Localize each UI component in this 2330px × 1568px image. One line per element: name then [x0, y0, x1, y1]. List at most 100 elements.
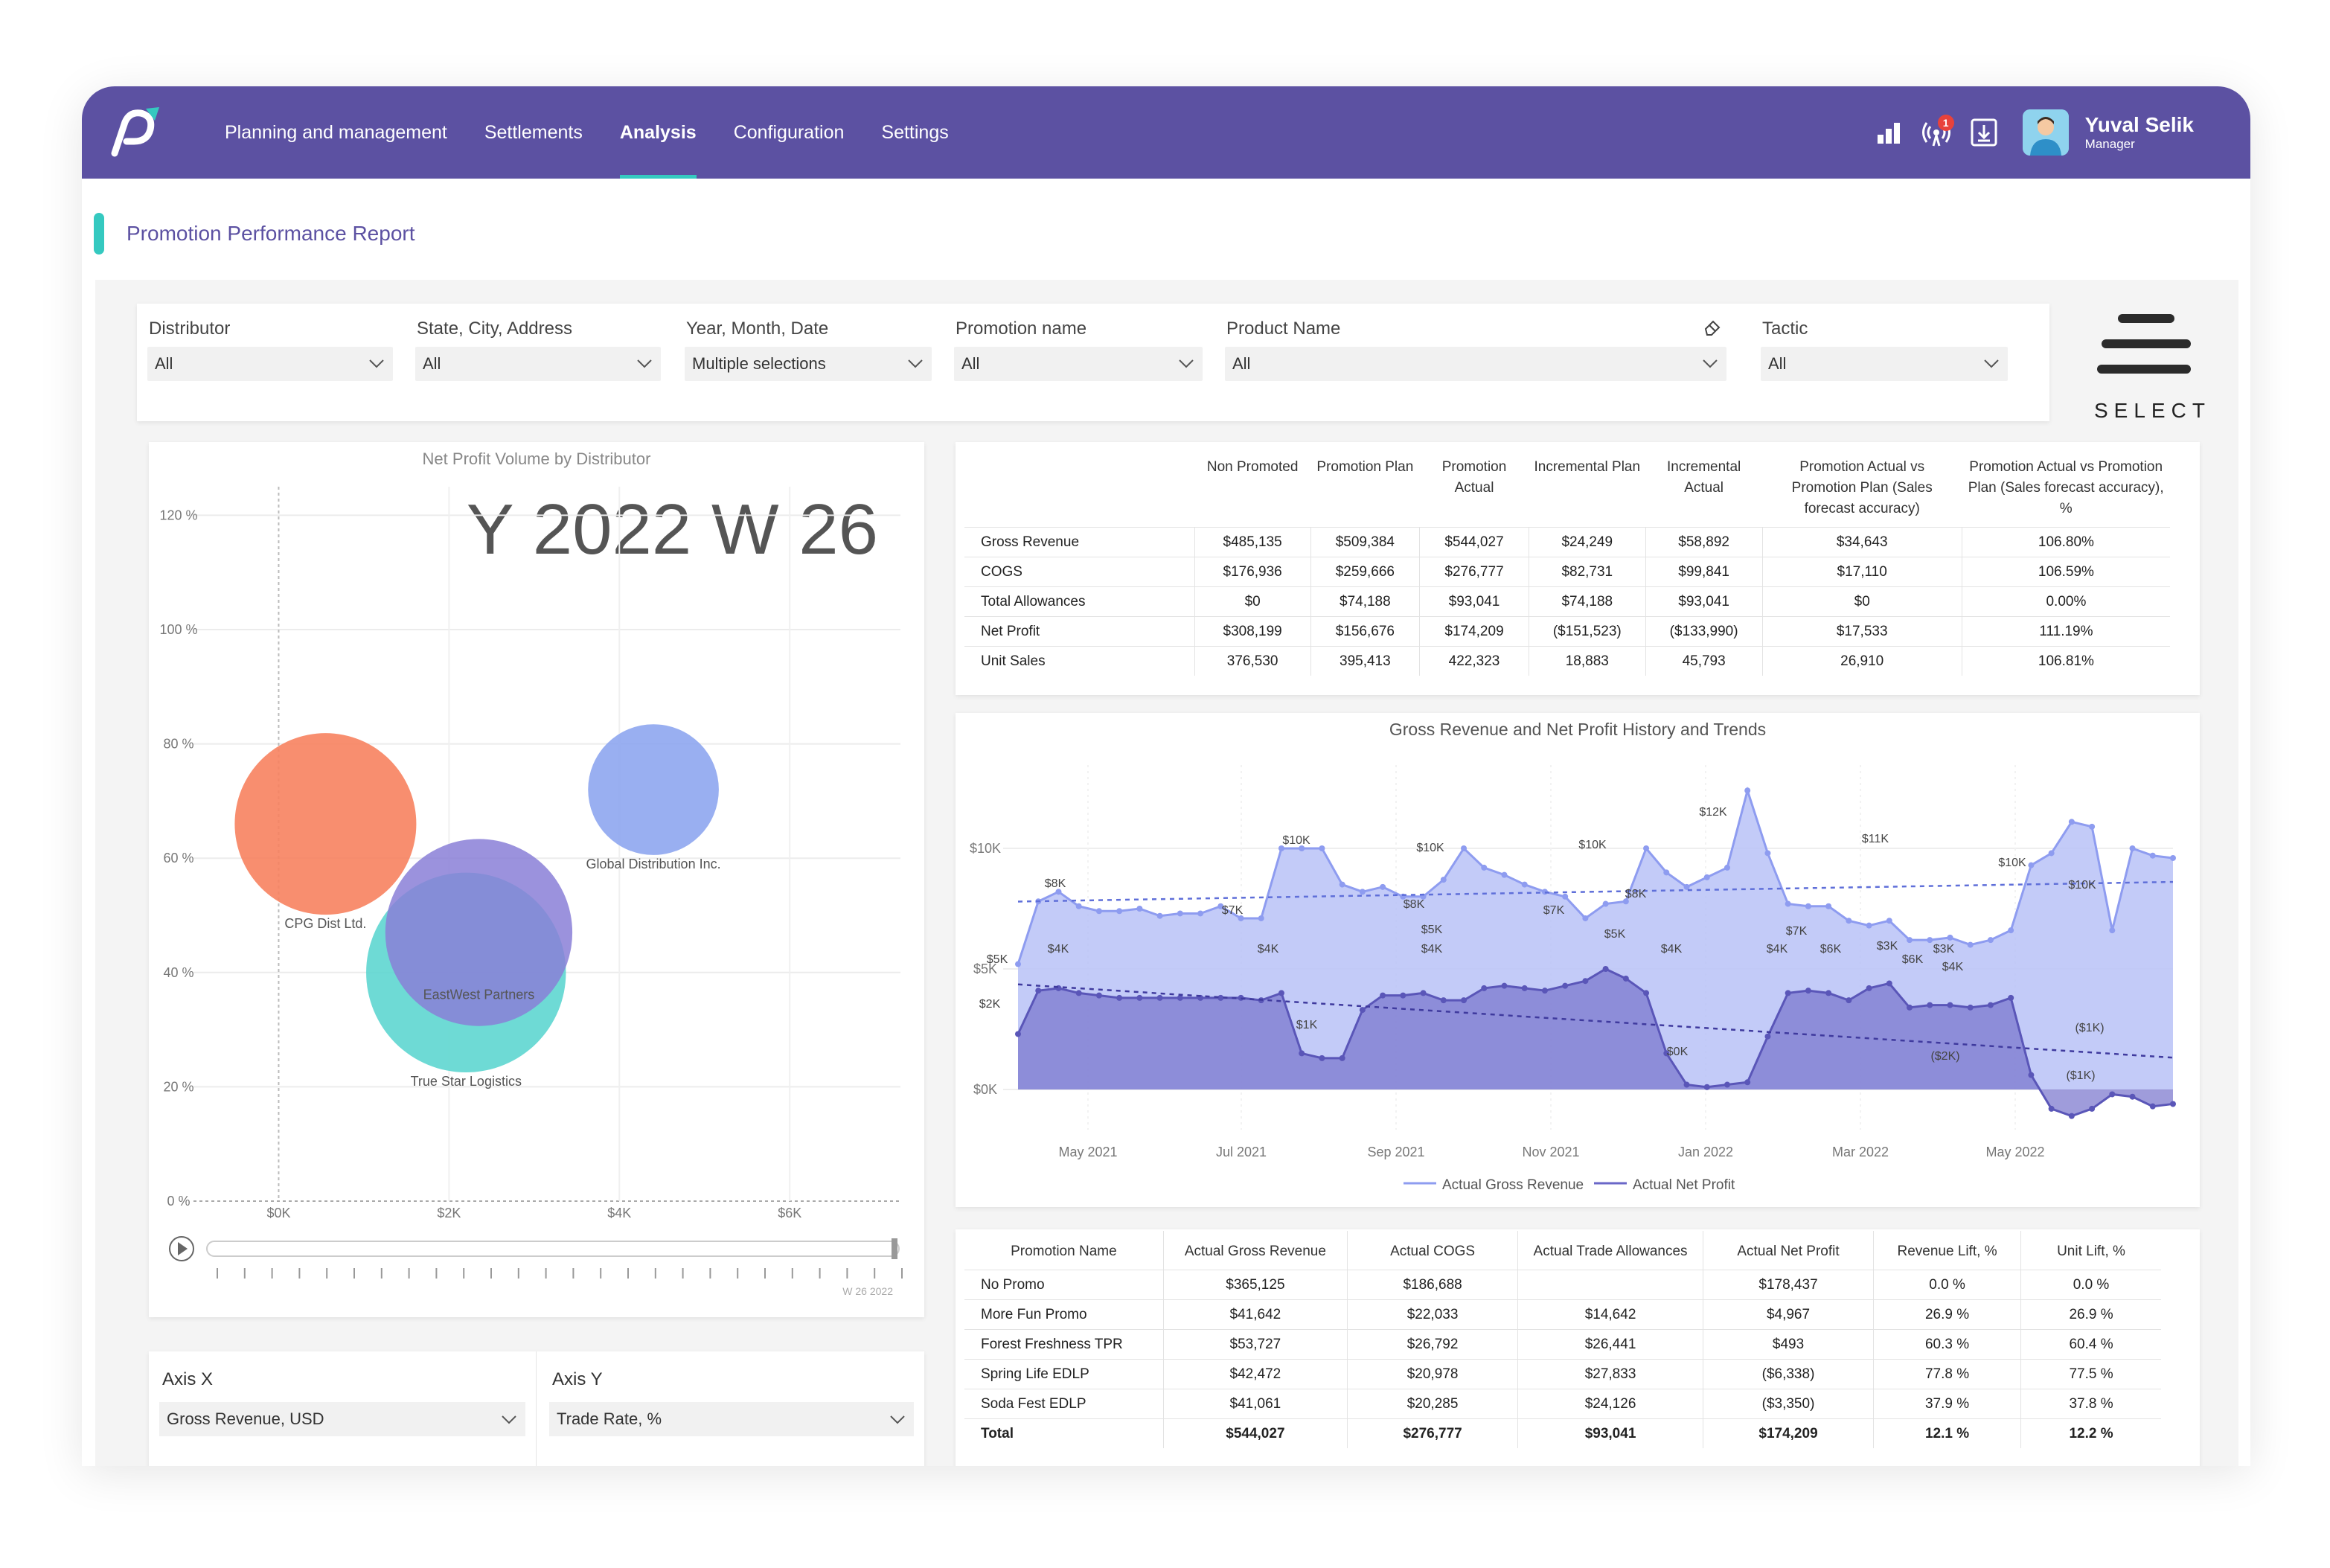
net-profit-point[interactable] — [2170, 1101, 2176, 1107]
column-header[interactable]: Promotion Name — [1011, 1244, 1117, 1259]
nav-analysis[interactable]: Analysis — [619, 86, 697, 179]
gross-revenue-point[interactable] — [1947, 934, 1953, 941]
net-profit-point[interactable] — [1927, 1002, 1933, 1008]
net-profit-point[interactable] — [1947, 1002, 1953, 1008]
table-row[interactable]: Net Profit $308,199 $156,676 $174,209 ($151,… — [964, 616, 2170, 647]
gross-revenue-point[interactable] — [1825, 903, 1832, 909]
net-profit-point[interactable] — [1602, 966, 1609, 972]
legend-gross-revenue[interactable]: Actual Gross Revenue — [1442, 1177, 1584, 1193]
net-profit-point[interactable] — [2089, 1105, 2096, 1112]
tactic-dropdown[interactable]: All — [1761, 347, 2008, 381]
nav-configuration[interactable]: Configuration — [733, 121, 845, 143]
column-header[interactable]: Promotion Actual — [1441, 459, 1507, 496]
net-profit-point[interactable] — [1866, 985, 1872, 991]
net-profit-point[interactable] — [1440, 997, 1447, 1004]
net-profit-point[interactable] — [1156, 994, 1163, 1001]
net-profit-point[interactable] — [1095, 992, 1102, 999]
gross-revenue-point[interactable] — [1380, 883, 1386, 890]
table-row[interactable]: Gross Revenue $485,135 $509,384 $544,027 $24… — [964, 527, 2170, 557]
gross-revenue-point[interactable] — [1805, 903, 1811, 909]
gross-revenue-point[interactable] — [1643, 845, 1650, 851]
gross-revenue-point[interactable] — [1095, 908, 1102, 915]
gross-revenue-point[interactable] — [1785, 900, 1791, 907]
legend-net-profit[interactable]: Actual Net Profit — [1633, 1177, 1735, 1193]
net-profit-point[interactable] — [2068, 1113, 2075, 1119]
net-profit-point[interactable] — [2048, 1105, 2055, 1112]
net-profit-point[interactable] — [1359, 1007, 1366, 1014]
net-profit-point[interactable] — [1481, 985, 1488, 991]
column-header[interactable]: Actual Net Profit — [1702, 1231, 1874, 1270]
nav-planning[interactable]: Planning and management — [225, 121, 447, 143]
distributor-dropdown[interactable]: All — [147, 347, 393, 381]
location-dropdown[interactable]: All — [415, 347, 661, 381]
net-profit-point[interactable] — [1015, 1031, 1021, 1037]
gross-revenue-point[interactable] — [1562, 893, 1569, 900]
gross-revenue-point[interactable] — [2048, 850, 2055, 857]
eraser-icon[interactable] — [1701, 316, 1724, 338]
gross-revenue-point[interactable] — [1501, 871, 1508, 878]
net-profit-point[interactable] — [2028, 1072, 2035, 1078]
gross-revenue-point[interactable] — [1339, 881, 1345, 888]
column-header[interactable]: Incremental Actual — [1666, 459, 1741, 496]
promotion-dropdown[interactable]: All — [954, 347, 1203, 381]
net-profit-point[interactable] — [1825, 990, 1832, 996]
net-profit-point[interactable] — [1663, 1050, 1670, 1057]
gross-revenue-point[interactable] — [1521, 881, 1528, 888]
gross-revenue-point[interactable] — [2170, 854, 2176, 861]
axis-x-dropdown[interactable]: Gross Revenue, USD — [159, 1402, 525, 1436]
bubble-global-distribution-inc[interactable] — [588, 724, 719, 855]
net-profit-point[interactable] — [1319, 1055, 1325, 1061]
net-profit-point[interactable] — [1501, 982, 1508, 989]
net-profit-point[interactable] — [1116, 994, 1123, 1001]
gross-revenue-point[interactable] — [1622, 898, 1629, 905]
column-header[interactable]: Promotion Plan — [1316, 459, 1414, 475]
net-profit-point[interactable] — [1967, 1004, 1974, 1011]
net-profit-point[interactable] — [1075, 990, 1082, 996]
column-header[interactable]: Non Promoted — [1206, 459, 1299, 475]
net-profit-point[interactable] — [2109, 1091, 2116, 1098]
gross-revenue-point[interactable] — [1886, 918, 1892, 924]
table-row[interactable]: More Fun Promo $41,642 $22,033 $14,642 $4,96… — [964, 1299, 2161, 1330]
nav-settlements[interactable]: Settlements — [484, 121, 583, 143]
gross-revenue-point[interactable] — [1461, 845, 1468, 851]
gross-revenue-point[interactable] — [1015, 961, 1021, 967]
gross-revenue-point[interactable] — [2068, 819, 2075, 825]
gross-revenue-point[interactable] — [1278, 845, 1284, 851]
gross-revenue-point[interactable] — [1055, 889, 1062, 895]
net-profit-point[interactable] — [1703, 1084, 1710, 1090]
net-profit-point[interactable] — [1562, 982, 1569, 989]
gross-revenue-point[interactable] — [1238, 915, 1244, 921]
total-row[interactable]: Total $544,027 $276,777 $93,041 $174,209 12.1… — [964, 1418, 2161, 1448]
gross-revenue-point[interactable] — [1197, 910, 1204, 917]
gross-revenue-line[interactable] — [1017, 786, 2174, 964]
column-header[interactable]: Revenue Lift, % — [1873, 1231, 2021, 1270]
gross-revenue-point[interactable] — [1440, 877, 1447, 883]
gross-revenue-point[interactable] — [1764, 850, 1771, 857]
gross-revenue-point[interactable] — [2109, 927, 2116, 934]
gross-revenue-point[interactable] — [1116, 908, 1123, 915]
app-logo[interactable] — [100, 100, 167, 167]
gross-revenue-point[interactable] — [1846, 918, 1852, 924]
gross-revenue-point[interactable] — [1075, 903, 1082, 909]
net-profit-point[interactable] — [1886, 980, 1892, 987]
net-profit-point[interactable] — [1987, 1002, 1994, 1008]
user-info[interactable]: Yuval Selik Manager — [2085, 113, 2194, 152]
net-profit-point[interactable] — [1177, 994, 1183, 1001]
net-profit-point[interactable] — [1541, 988, 1548, 994]
net-profit-point[interactable] — [1400, 992, 1406, 999]
gross-revenue-point[interactable] — [1744, 787, 1751, 794]
net-profit-point[interactable] — [1785, 990, 1791, 996]
column-header[interactable]: Unit Lift, % — [2020, 1231, 2161, 1270]
gross-revenue-point[interactable] — [1217, 903, 1224, 909]
timeline-slider[interactable] — [206, 1241, 900, 1257]
net-profit-point[interactable] — [1846, 997, 1852, 1004]
broadcast-icon[interactable]: 1 — [1920, 115, 1954, 149]
net-profit-point[interactable] — [1683, 1081, 1690, 1088]
net-profit-point[interactable] — [1380, 992, 1386, 999]
net-profit-point[interactable] — [1582, 978, 1589, 985]
gross-revenue-point[interactable] — [2008, 927, 2014, 934]
gross-revenue-point[interactable] — [1359, 889, 1366, 895]
net-profit-line[interactable] — [1017, 967, 2174, 1118]
gross-revenue-point[interactable] — [1907, 937, 1913, 944]
table-row[interactable]: COGS $176,936 $259,666 $276,777 $82,731 $99,8… — [964, 557, 2170, 587]
